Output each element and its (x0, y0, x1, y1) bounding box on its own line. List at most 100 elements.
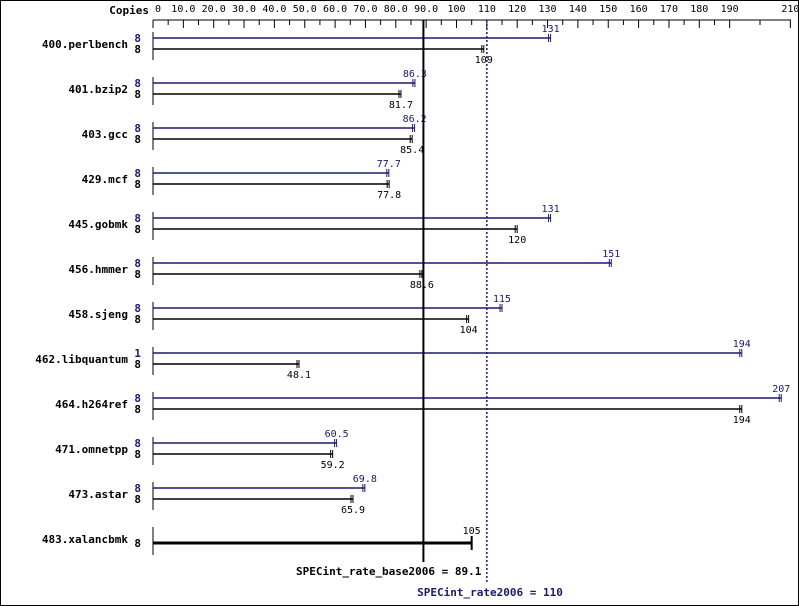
peak-copies: 8 (134, 482, 141, 495)
peak-copies: 8 (134, 257, 141, 270)
peak-value-label: 77.7 (377, 159, 401, 170)
benchmark-row: 483.xalancbmk 8 105 (42, 526, 481, 555)
base-value-label: 59.2 (321, 460, 345, 471)
base-value-label: 81.7 (389, 100, 413, 111)
x-tick-label: 150 (599, 4, 617, 15)
benchmark-name: 429.mcf (82, 173, 128, 186)
x-tick-label: 160 (630, 4, 648, 15)
x-tick-label: 90.0 (414, 4, 438, 15)
x-tick-label: 30.0 (232, 4, 256, 15)
peak-copies: 8 (134, 212, 141, 225)
benchmark-name: 401.bzip2 (68, 83, 128, 96)
peak-copies: 8 (134, 32, 141, 45)
x-tick-label: 140 (569, 4, 587, 15)
x-tick-label: 0 (155, 4, 161, 15)
x-tick-label: 70.0 (353, 4, 377, 15)
benchmark-row: 462.libquantum 1 194 8 48.1 (35, 339, 751, 381)
peak-value-label: 86.2 (403, 114, 427, 125)
x-tick-label: 60.0 (323, 4, 347, 15)
copies-value: 8 (134, 537, 141, 550)
peak-copies: 8 (134, 122, 141, 135)
x-tick-label: 210 (781, 4, 799, 15)
benchmark-row: 401.bzip2 8 86.3 8 81.7 (68, 69, 427, 111)
peak-value-label: 69.8 (353, 474, 377, 485)
benchmark-row: 473.astar 8 69.8 8 65.9 (68, 474, 376, 516)
benchmark-name: 462.libquantum (35, 353, 128, 366)
benchmark-name: 403.gcc (82, 128, 128, 141)
x-tick-label: 20.0 (202, 4, 226, 15)
peak-copies: 1 (134, 347, 141, 360)
combined-value-label: 105 (463, 526, 481, 537)
benchmark-rows: 400.perlbench 8 131 8 109 401.bzip2 8 86.3 8 81.7… (35, 24, 790, 555)
base-value-label: 85.4 (400, 145, 424, 156)
x-tick-label: 40.0 (262, 4, 286, 15)
x-tick-label: 100 (447, 4, 465, 15)
base-copies: 8 (134, 268, 141, 281)
base-copies: 8 (134, 403, 141, 416)
benchmark-name: 464.h264ref (55, 398, 128, 411)
base-copies: 8 (134, 313, 141, 326)
x-tick-label: 10.0 (171, 4, 195, 15)
base-value-label: 120 (508, 235, 526, 246)
base-value-label: 109 (475, 55, 493, 66)
benchmark-row: 471.omnetpp 8 60.5 8 59.2 (55, 429, 349, 471)
base-copies: 8 (134, 448, 141, 461)
peak-value-label: 131 (542, 204, 560, 215)
x-tick-label: 80.0 (384, 4, 408, 15)
peak-copies: 8 (134, 437, 141, 450)
base-value-label: 77.8 (377, 190, 401, 201)
benchmark-row: 403.gcc 8 86.2 8 85.4 (82, 114, 427, 156)
peak-copies: 8 (134, 167, 141, 180)
base-copies: 8 (134, 493, 141, 506)
peak-value-label: 194 (733, 339, 751, 350)
benchmark-name: 458.sjeng (68, 308, 128, 321)
base-value-label: 88.6 (410, 280, 434, 291)
x-tick-label: 110 (478, 4, 496, 15)
base-value-label: 104 (460, 325, 478, 336)
peak-copies: 8 (134, 302, 141, 315)
x-tick-label: 50.0 (293, 4, 317, 15)
base-value-label: 48.1 (287, 370, 311, 381)
peak-copies: 8 (134, 77, 141, 90)
benchmark-name: 456.hmmer (68, 263, 128, 276)
base-value-label: 194 (733, 415, 751, 426)
peak-reference-label: SPECint_rate2006 = 110 (417, 586, 563, 599)
x-tick-label: 120 (508, 4, 526, 15)
base-copies: 8 (134, 88, 141, 101)
base-reference-label: SPECint_rate_base2006 = 89.1 (296, 565, 482, 578)
x-ticks: 0 10.0 20.0 30.0 40.0 50.0 60.0 70.0 80.0 90.0 100… (152, 4, 799, 28)
base-copies: 8 (134, 178, 141, 191)
peak-value-label: 86.3 (403, 69, 427, 80)
reference-lines: SPECint_rate_base2006 = 89.1 SPECint_rate… (296, 20, 563, 599)
peak-copies: 8 (134, 392, 141, 405)
benchmark-name: 483.xalancbmk (42, 533, 128, 546)
peak-value-label: 151 (602, 249, 620, 260)
benchmark-row: 445.gobmk 8 131 8 120 (68, 204, 559, 246)
peak-value-label: 131 (542, 24, 560, 35)
x-tick-label: 170 (660, 4, 678, 15)
benchmark-row: 429.mcf 8 77.7 8 77.8 (82, 159, 402, 201)
benchmark-name: 471.omnetpp (55, 443, 128, 456)
peak-value-label: 60.5 (325, 429, 349, 440)
copies-header: Copies (109, 4, 149, 17)
base-value-label: 65.9 (341, 505, 365, 516)
benchmark-name: 400.perlbench (42, 38, 128, 51)
peak-value-label: 207 (772, 384, 790, 395)
benchmark-row: 458.sjeng 8 115 8 104 (68, 294, 511, 336)
x-tick-label: 190 (721, 4, 739, 15)
base-copies: 8 (134, 43, 141, 56)
base-copies: 8 (134, 133, 141, 146)
peak-value-label: 115 (493, 294, 511, 305)
benchmark-row: 400.perlbench 8 131 8 109 (42, 24, 560, 66)
benchmark-name: 445.gobmk (68, 218, 128, 231)
benchmark-row: 464.h264ref 8 207 8 194 (55, 384, 790, 426)
benchmark-name: 473.astar (68, 488, 128, 501)
benchmark-row: 456.hmmer 8 151 8 88.6 (68, 249, 620, 291)
x-tick-label: 130 (539, 4, 557, 15)
base-copies: 8 (134, 358, 141, 371)
x-tick-label: 180 (690, 4, 708, 15)
base-copies: 8 (134, 223, 141, 236)
